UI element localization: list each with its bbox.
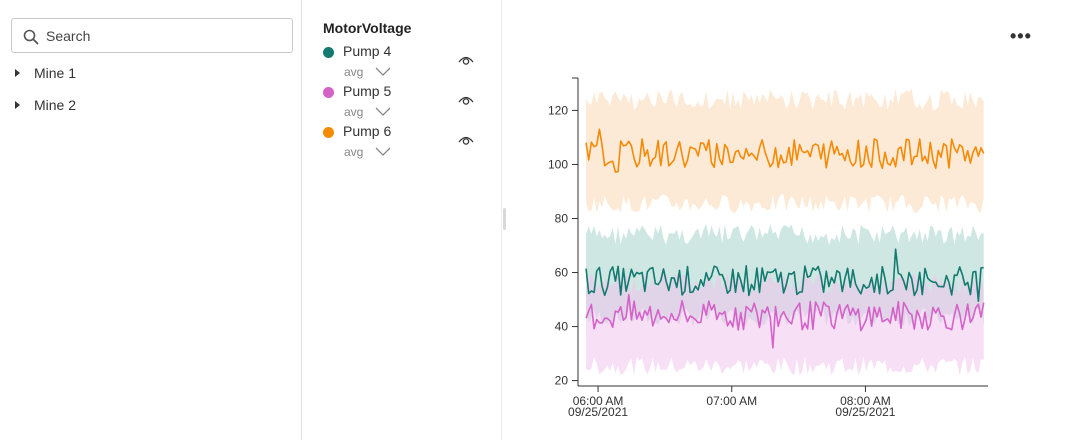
y-tick-label: 60: [555, 266, 569, 280]
chevron-down-icon[interactable]: [375, 107, 391, 117]
legend-title: MotorVoltage: [323, 20, 412, 36]
eye-icon[interactable]: [458, 134, 474, 146]
y-tick-label: 120: [548, 103, 568, 117]
search-box[interactable]: [11, 18, 293, 53]
legend-series-pump-6[interactable]: Pump 6 avg: [323, 123, 493, 163]
tree-panel: Mine 1 Mine 2: [0, 0, 302, 440]
aggregate-label[interactable]: avg: [344, 145, 364, 159]
series-name: Pump 4: [343, 43, 392, 59]
legend-series-pump-4[interactable]: Pump 4 avg: [323, 43, 493, 83]
x-tick-date-label: 09/25/2021: [835, 405, 895, 419]
series-line: [585, 248, 984, 302]
series-range-band: [586, 272, 984, 376]
search-input[interactable]: [46, 25, 286, 47]
series-color-dot: [323, 127, 334, 138]
series-line: [585, 128, 985, 173]
series-color-dot: [323, 87, 334, 98]
x-tick-date-label: 09/25/2021: [568, 405, 628, 419]
aggregate-label[interactable]: avg: [344, 65, 364, 79]
eye-icon[interactable]: [458, 94, 474, 106]
y-tick-label: 100: [548, 157, 568, 171]
series-name: Pump 5: [343, 83, 392, 99]
tree-item-mine-1[interactable]: Mine 1: [13, 63, 76, 83]
aggregate-label[interactable]: avg: [344, 105, 364, 119]
y-tick-label: 40: [555, 320, 569, 334]
x-tick-label: 07:00 AM: [706, 394, 757, 408]
x-tick-label: 08:00 AM: [840, 394, 891, 408]
more-options-button[interactable]: •••: [1010, 26, 1032, 46]
legend-series-pump-5[interactable]: Pump 5 avg: [323, 83, 493, 123]
series-color-dot: [323, 47, 334, 58]
caret-right-icon[interactable]: [15, 101, 20, 109]
caret-right-icon[interactable]: [15, 69, 20, 77]
panel-resize-handle[interactable]: [503, 208, 506, 230]
y-tick-label: 20: [555, 374, 569, 388]
chevron-down-icon[interactable]: [375, 67, 391, 77]
y-tick-label: 80: [555, 211, 569, 225]
eye-icon[interactable]: [458, 54, 474, 66]
series-name: Pump 6: [343, 123, 392, 139]
search-icon: [23, 29, 39, 45]
tree-item-label: Mine 2: [34, 97, 77, 113]
tree-item-mine-2[interactable]: Mine 2: [13, 95, 76, 115]
chevron-down-icon[interactable]: [375, 147, 391, 157]
legend-panel: MotorVoltage Pump 4 avg Pump 5 avg Pump …: [303, 0, 502, 440]
tree-item-label: Mine 1: [34, 65, 77, 81]
series-range-band: [586, 88, 984, 213]
x-tick-label: 06:00 AM: [573, 394, 624, 408]
series-line: [585, 293, 985, 349]
